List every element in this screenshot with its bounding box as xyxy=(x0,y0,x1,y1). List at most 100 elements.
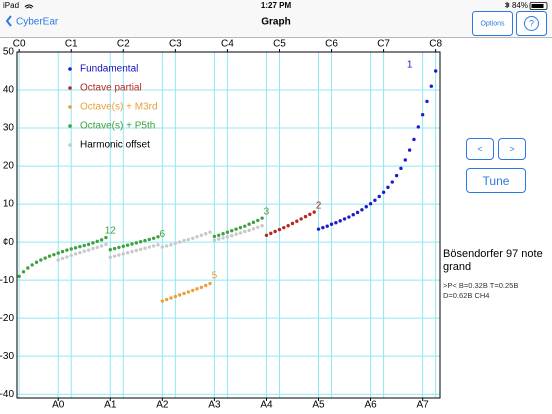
legend-label: Octave partial xyxy=(80,83,142,94)
y-tick-label: -20 xyxy=(0,313,14,324)
data-point xyxy=(243,229,247,234)
data-point xyxy=(381,190,386,195)
data-point xyxy=(125,243,130,247)
data-point xyxy=(117,245,121,250)
x2-tick-label: C6 xyxy=(325,39,338,50)
data-point xyxy=(225,235,230,239)
data-point xyxy=(260,216,264,220)
data-point xyxy=(78,251,82,255)
help-button[interactable] xyxy=(516,11,547,36)
data-point xyxy=(347,215,351,219)
data-point xyxy=(160,299,165,303)
data-point xyxy=(52,252,56,257)
data-point xyxy=(30,263,34,267)
data-point xyxy=(251,220,256,225)
data-point xyxy=(429,84,434,88)
data-point xyxy=(329,222,334,226)
data-point xyxy=(156,235,160,239)
data-point xyxy=(204,283,208,288)
tune-button[interactable]: Tune xyxy=(466,168,526,193)
x-tick-label: A4 xyxy=(260,400,273,411)
prev-button[interactable]: < xyxy=(466,138,494,160)
x-tick-label: A5 xyxy=(312,400,325,411)
data-point xyxy=(177,293,182,297)
data-point xyxy=(169,243,173,247)
data-point xyxy=(299,217,303,221)
next-button[interactable]: > xyxy=(498,138,526,160)
y-tick-label: 10 xyxy=(3,199,15,210)
data-point xyxy=(251,227,256,231)
data-point xyxy=(108,248,112,252)
options-label[interactable]: Options xyxy=(480,20,505,27)
help-label[interactable]: ? xyxy=(529,18,534,28)
x-tick-label: A0 xyxy=(52,400,65,411)
plot-frame xyxy=(16,51,441,399)
nav-title: Graph xyxy=(261,17,290,28)
options-button[interactable] xyxy=(472,11,513,36)
data-point xyxy=(169,296,173,300)
legend-label: Harmonic offset xyxy=(80,140,150,151)
wifi-icon xyxy=(24,4,34,9)
data-point xyxy=(121,244,125,248)
data-point xyxy=(217,233,221,237)
legend-swatch xyxy=(68,67,72,71)
data-point xyxy=(26,266,30,270)
data-point xyxy=(173,294,178,299)
data-point xyxy=(420,113,425,117)
data-point xyxy=(342,217,347,221)
data-point xyxy=(143,246,147,250)
data-point xyxy=(364,205,368,209)
data-point xyxy=(138,240,143,244)
data-point xyxy=(208,281,212,286)
annotation: 2 xyxy=(316,201,322,212)
data-point xyxy=(230,229,234,233)
y-tick-label: 30 xyxy=(3,123,15,134)
data-point xyxy=(160,245,165,249)
battery-icon xyxy=(529,2,548,10)
data-point xyxy=(191,236,195,241)
data-point xyxy=(60,256,65,261)
data-point xyxy=(368,202,373,206)
data-point xyxy=(43,256,47,260)
data-point xyxy=(243,224,247,228)
data-point xyxy=(399,166,403,171)
y-tick-label: 20 xyxy=(3,161,15,172)
device-label: iPad xyxy=(3,1,19,10)
data-point xyxy=(386,185,390,190)
legend-swatch xyxy=(68,86,72,90)
data-point xyxy=(407,148,412,152)
back-chevron[interactable] xyxy=(5,15,12,27)
data-point xyxy=(56,258,60,262)
data-point xyxy=(117,253,121,257)
x2-tick-label: C4 xyxy=(221,39,234,50)
data-point xyxy=(151,244,156,248)
data-point xyxy=(112,246,117,251)
data-point xyxy=(69,247,73,251)
data-point xyxy=(199,233,204,237)
data-point xyxy=(425,99,429,104)
x-tick-label: A2 xyxy=(156,400,169,411)
data-point xyxy=(234,227,238,231)
data-point xyxy=(164,244,169,248)
data-point xyxy=(225,230,230,234)
data-point xyxy=(195,235,199,239)
data-point xyxy=(104,242,108,247)
y-tick-label: 40 xyxy=(3,85,15,96)
data-point xyxy=(86,248,91,252)
data-point xyxy=(238,231,243,235)
data-point xyxy=(65,255,69,259)
data-point xyxy=(164,297,169,302)
battery-level xyxy=(531,4,544,8)
data-point xyxy=(86,242,91,247)
data-point xyxy=(221,236,225,240)
data-point xyxy=(34,260,39,264)
data-point xyxy=(238,225,243,230)
y-tick-label: ¢0 xyxy=(3,237,15,248)
annotation: 5 xyxy=(212,271,218,282)
clock: 1:27 PM xyxy=(261,1,292,10)
x2-tick-label: C8 xyxy=(429,39,442,50)
back-button[interactable]: CyberEar xyxy=(16,17,59,28)
data-point xyxy=(433,69,438,73)
data-point xyxy=(99,238,104,242)
data-point xyxy=(186,237,191,242)
